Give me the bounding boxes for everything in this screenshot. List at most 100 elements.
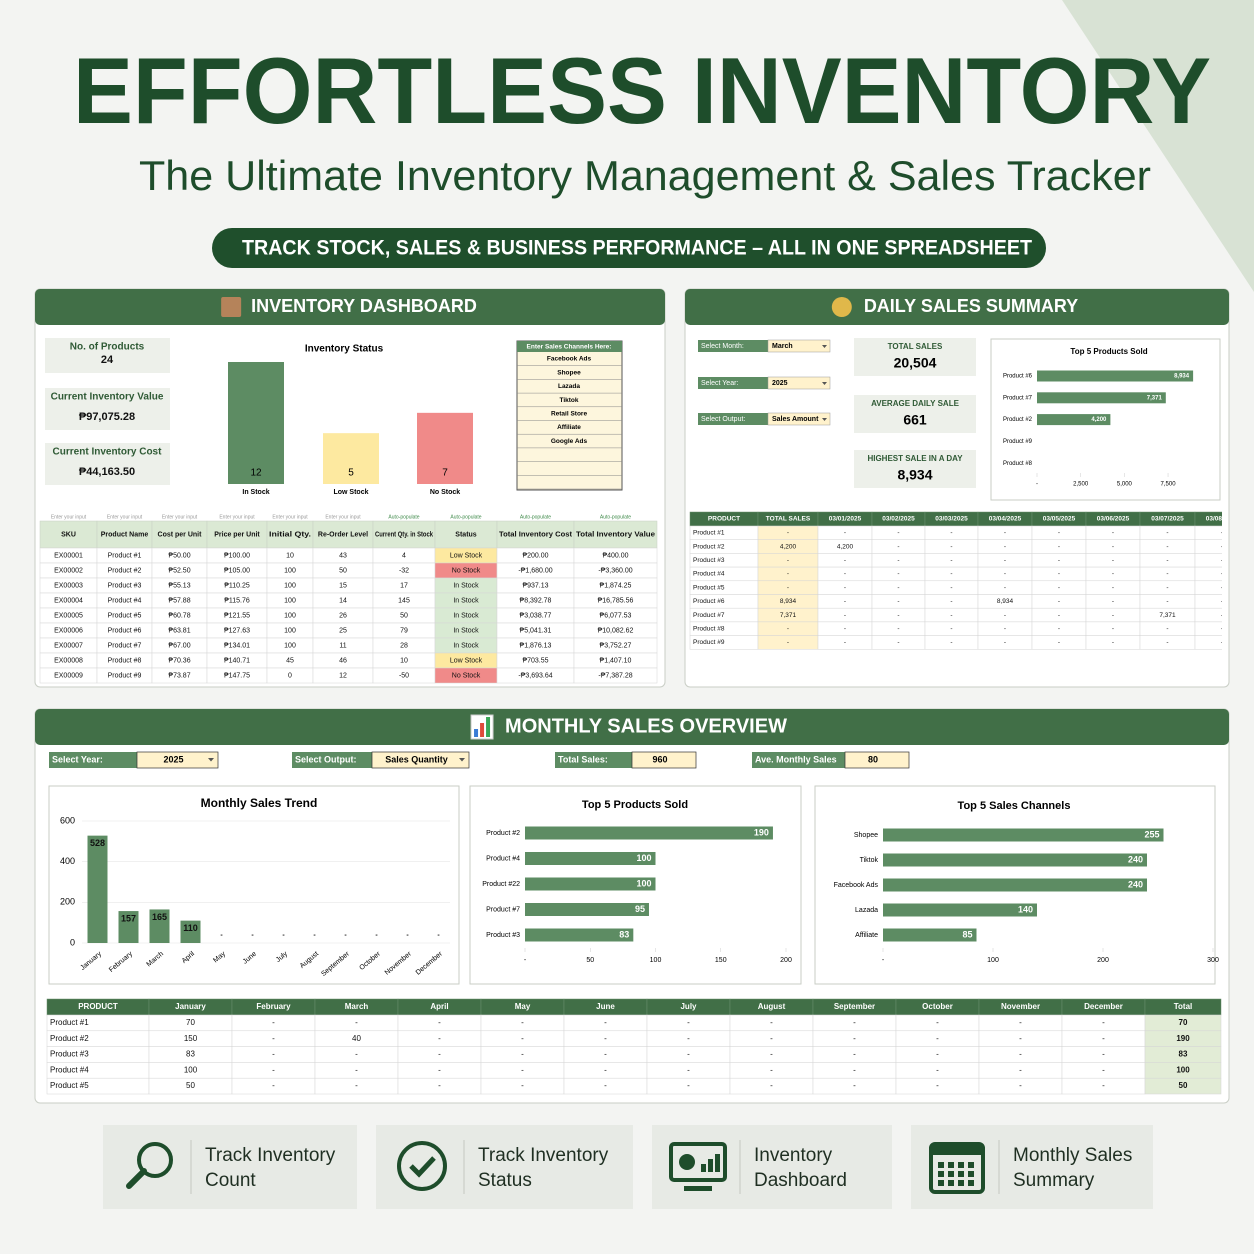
category-label: In Stock [242, 489, 269, 496]
bar-value: 5 [348, 468, 354, 479]
cell-text: - [1102, 1050, 1105, 1059]
icon [126, 1168, 147, 1189]
cell-text: ₱63.81 [168, 627, 190, 634]
cell-text: - [687, 1081, 690, 1090]
bar-value: 95 [635, 904, 645, 914]
cell-text: - [1112, 598, 1114, 605]
cell-text: EX00003 [54, 582, 83, 589]
column-header: January [175, 1002, 206, 1011]
cell-text: - [950, 625, 952, 632]
header-cell [1194, 511, 1222, 527]
selector-label: Select Output: [701, 416, 745, 423]
cell-text: 46 [339, 657, 347, 664]
selector-value: March [772, 343, 793, 350]
bar [525, 877, 656, 891]
cell-text: - [687, 1034, 690, 1043]
cell-text: 7,371 [1159, 612, 1176, 619]
cell-text: - [897, 598, 899, 605]
cell-text: 7,371 [780, 612, 797, 619]
cell-text: - [950, 530, 952, 537]
cell-text: 100 [284, 642, 296, 649]
category-label: Tiktok [860, 857, 879, 864]
cell [1194, 553, 1222, 568]
cell-text: - [844, 625, 846, 632]
category-label: Low Stock [333, 489, 368, 496]
bar-value: - [220, 932, 223, 939]
cell-text: -₱1,680.00 [518, 567, 552, 574]
cell-text: 100 [284, 627, 296, 634]
cell-text: - [521, 1050, 524, 1059]
cell-text: ₱200.00 [522, 552, 548, 559]
panel-header [35, 289, 665, 325]
cell-text: 70 [1179, 1018, 1188, 1027]
cell-text: - [1058, 557, 1060, 564]
category-label: Product #2 [486, 830, 520, 837]
column-header: PRODUCT [78, 1002, 118, 1011]
cell-text: 14 [339, 597, 347, 604]
column-header: Price per Unit [214, 531, 260, 538]
cell-text: 45 [286, 657, 294, 664]
cell-text: 100 [1176, 1065, 1190, 1074]
cell-text: - [1112, 639, 1114, 646]
column-header: 03/06/2025 [1097, 516, 1130, 523]
cell-text: - [770, 1018, 773, 1027]
panel-header [685, 289, 1229, 325]
column-header: SKU [61, 531, 76, 538]
input-hint: Auto-populate [600, 514, 631, 520]
tagline: TRACK STOCK, SALES & BUSINESS PERFORMANC… [242, 237, 1032, 260]
cell-text: Product #1 [108, 552, 142, 559]
cell-text: Product #9 [693, 639, 725, 646]
cell-text: ₱400.00 [602, 552, 628, 559]
cell-text: - [1019, 1034, 1022, 1043]
cell-text: ₱55.13 [168, 582, 190, 589]
panel-title: DAILY SALES SUMMARY [864, 296, 1078, 316]
bar [180, 920, 201, 943]
cell-text: - [687, 1050, 690, 1059]
cell-text: - [604, 1081, 607, 1090]
column-header: September [834, 1002, 875, 1011]
selector-value-bg [767, 412, 831, 426]
category-label: Product #9 [1003, 439, 1033, 445]
dropdown-arrow [459, 758, 465, 762]
x-tick-label: 7,500 [1161, 482, 1177, 488]
icon [715, 1154, 720, 1172]
column-header: December [1084, 1002, 1123, 1011]
cell-text: - [853, 1034, 856, 1043]
bar-value: 240 [1128, 879, 1143, 889]
cell-text: EX00001 [54, 552, 83, 559]
bar [149, 909, 170, 943]
cell-text: - [272, 1065, 275, 1074]
column-header: October [922, 1002, 953, 1011]
selector-value-bg [631, 751, 697, 769]
icon [701, 1164, 706, 1172]
cell-text: - [521, 1065, 524, 1074]
bar-value: 7,371 [1147, 395, 1163, 401]
cell-text: - [604, 1034, 607, 1043]
x-tick-label: 50 [586, 957, 594, 964]
bar [525, 852, 656, 865]
feature-text: Summary [1013, 1170, 1095, 1191]
cell-text: ₱147.75 [224, 672, 250, 679]
icon [938, 1180, 944, 1186]
cell-text: - [1166, 625, 1168, 632]
selector-value-bg [844, 751, 910, 769]
column-header: 03/02/2025 [882, 516, 915, 523]
cell-text: 10 [286, 552, 294, 559]
cell-text: Product #7 [693, 612, 725, 619]
cell-text: - [853, 1018, 856, 1027]
bar-value: 85 [962, 929, 972, 939]
kpi-label: AVERAGE DAILY SALE [871, 399, 960, 408]
header-cell [206, 520, 268, 549]
column-header: PRODUCT [708, 516, 740, 523]
cell-text: 83 [1179, 1050, 1188, 1059]
cell-text: ₱140.71 [224, 657, 250, 664]
chart-title: Top 5 Sales Channels [958, 800, 1071, 812]
cell-text: 50 [339, 567, 347, 574]
cell-text: - [844, 584, 846, 591]
cell-text: - [787, 639, 789, 646]
icon [948, 1171, 954, 1177]
cell-text: -50 [399, 672, 409, 679]
cell-text: - [787, 557, 789, 564]
cell [1194, 525, 1222, 540]
x-tick-label: 2,500 [1073, 482, 1089, 488]
